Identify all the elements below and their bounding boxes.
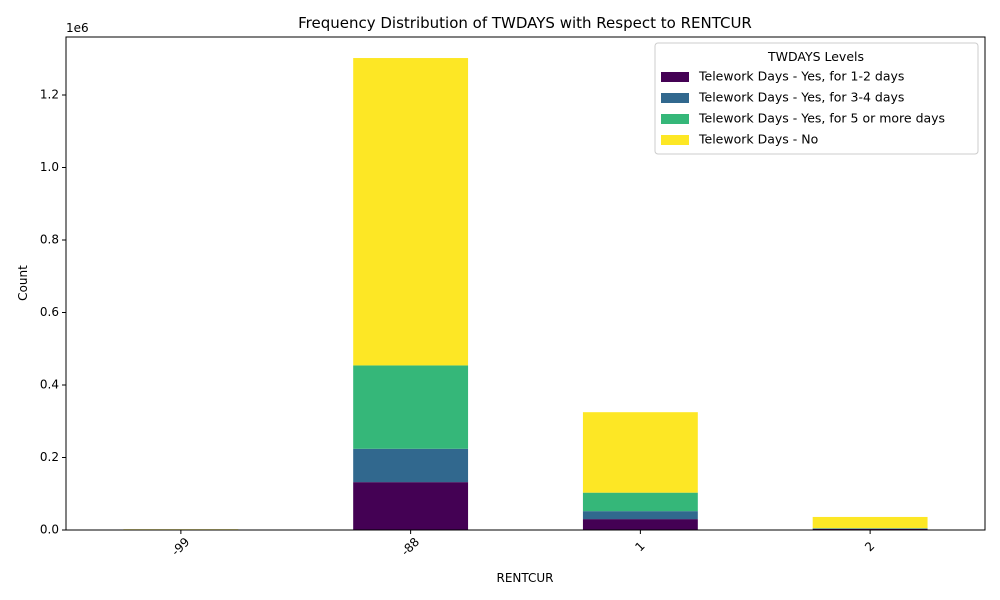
legend-swatch: [661, 72, 689, 82]
legend-items: Telework Days - Yes, for 1-2 days Telewor…: [661, 69, 945, 147]
bar-segment: [353, 58, 469, 366]
y-tick-label: 1.0: [40, 160, 59, 174]
y-axis-label: Count: [16, 265, 30, 301]
plot-frame: [65, 36, 986, 531]
x-tick-label: -99: [169, 535, 193, 559]
legend-title: TWDAYS Levels: [767, 49, 864, 64]
legend-swatch: [661, 114, 689, 124]
x-tick-label: 1: [632, 539, 647, 554]
chart-title: Frequency Distribution of TWDAYS with Re…: [298, 14, 752, 32]
y-tick-label: 0.0: [40, 523, 59, 537]
legend-label: Telework Days - Yes, for 1-2 days: [698, 69, 904, 84]
legend-label: Telework Days - Yes, for 5 or more days: [698, 111, 945, 126]
legend-label: Telework Days - Yes, for 3-4 days: [698, 90, 904, 105]
y-tick-label: 0.8: [40, 233, 59, 247]
bar-segment: [353, 365, 469, 449]
bar-segment: [353, 482, 469, 530]
bar-segment: [582, 412, 698, 493]
x-tick-label: -88: [398, 535, 422, 559]
legend-label: Telework Days - No: [698, 132, 818, 147]
bar-segment: [582, 492, 698, 512]
bar-segment: [812, 516, 928, 529]
y-tick-label: 0.4: [40, 378, 59, 392]
y-axis-offset-label: 1e6: [66, 21, 89, 35]
y-tick-label: 1.2: [40, 88, 59, 102]
bar-segment: [582, 511, 698, 520]
bar-segment: [582, 519, 698, 530]
x-axis-ticks: -99 -88 1 2: [169, 530, 877, 559]
y-tick-label: 0.2: [40, 450, 59, 464]
legend: TWDAYS Levels Telework Days - Yes, for 1…: [654, 42, 979, 155]
legend-swatch: [661, 93, 689, 103]
bar-segment: [353, 448, 469, 483]
x-axis-label: RENTCUR: [496, 571, 553, 585]
bars-group: [123, 58, 928, 530]
bar-segment: [812, 528, 928, 530]
y-tick-label: 0.6: [40, 305, 59, 319]
x-tick-label: 2: [862, 539, 877, 554]
legend-swatch: [661, 135, 689, 145]
legend-frame: [654, 42, 979, 155]
y-axis-ticks: 0.0 0.2 0.4 0.6 0.8 1.0 1.2: [40, 88, 66, 537]
